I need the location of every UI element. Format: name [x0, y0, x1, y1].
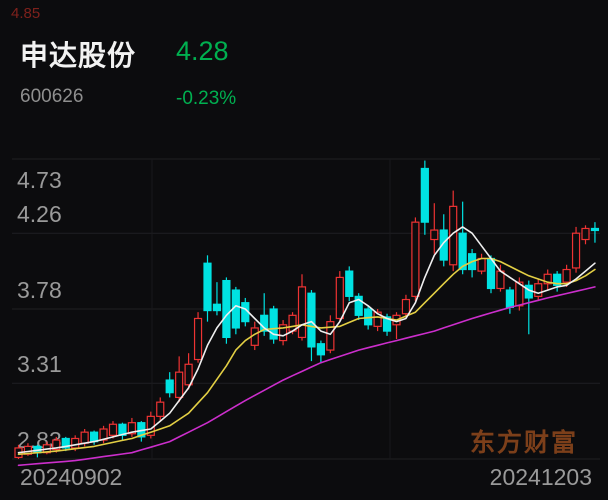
y-axis-label: 3.31 — [17, 351, 62, 378]
candle-body — [165, 379, 174, 394]
eastmoney-watermark: 东方财富 — [469, 429, 578, 457]
candle-body — [71, 437, 80, 449]
candle-body — [175, 371, 184, 399]
candle-body — [212, 303, 222, 312]
candle-body — [52, 439, 61, 451]
change-percent: -0.23% — [176, 88, 237, 109]
current-price: 4.28 — [176, 36, 229, 66]
candle-body — [543, 273, 552, 285]
candle-body — [562, 268, 571, 283]
candle-body — [430, 229, 439, 241]
ma-mid-yellow — [17, 257, 596, 456]
y-axis-label: 4.73 — [17, 167, 62, 193]
candle-body — [581, 227, 590, 241]
candle-body — [127, 422, 136, 435]
candle-body — [505, 289, 514, 309]
candle-body — [316, 343, 325, 356]
candle-body — [373, 311, 382, 327]
candle-body — [439, 229, 448, 261]
candle-body — [118, 423, 127, 436]
candle-body — [420, 167, 429, 223]
stock-name: 申达股份 — [20, 40, 137, 71]
y-axis-label: 3.78 — [17, 277, 62, 303]
candle-body — [553, 273, 562, 286]
candle-body — [401, 298, 411, 315]
candle-body — [269, 308, 278, 340]
candle-body — [184, 363, 193, 386]
ma-fast-white — [17, 226, 596, 454]
candle-body — [279, 324, 288, 342]
candle-body — [345, 270, 354, 297]
candle-body — [411, 221, 420, 297]
candle-body — [458, 232, 467, 271]
candle-body — [571, 232, 581, 269]
candle-body — [477, 257, 486, 272]
y-axis-label: 4.26 — [17, 201, 62, 228]
candle-body — [203, 262, 212, 312]
x-axis-start-date: 20240902 — [20, 464, 123, 490]
x-axis-end-date: 20241203 — [489, 464, 592, 490]
candle-body — [108, 423, 118, 436]
candle-body — [260, 314, 269, 332]
candle-body — [307, 292, 316, 348]
candle-body — [80, 431, 89, 444]
candle-body — [335, 276, 344, 320]
candle-body — [534, 283, 543, 297]
candle-body — [354, 295, 363, 316]
candle-body — [156, 401, 165, 417]
stock-code: 600626 — [20, 86, 84, 107]
candle-body — [61, 437, 70, 449]
candle-body — [382, 316, 392, 332]
candle-body — [222, 279, 231, 339]
cropped-price-label: 4.85 — [11, 5, 41, 22]
candle-body — [590, 227, 600, 232]
ma-slow-magenta — [17, 286, 596, 467]
candle-body — [326, 321, 335, 351]
candle-body — [297, 286, 307, 339]
candle-body — [193, 317, 203, 361]
